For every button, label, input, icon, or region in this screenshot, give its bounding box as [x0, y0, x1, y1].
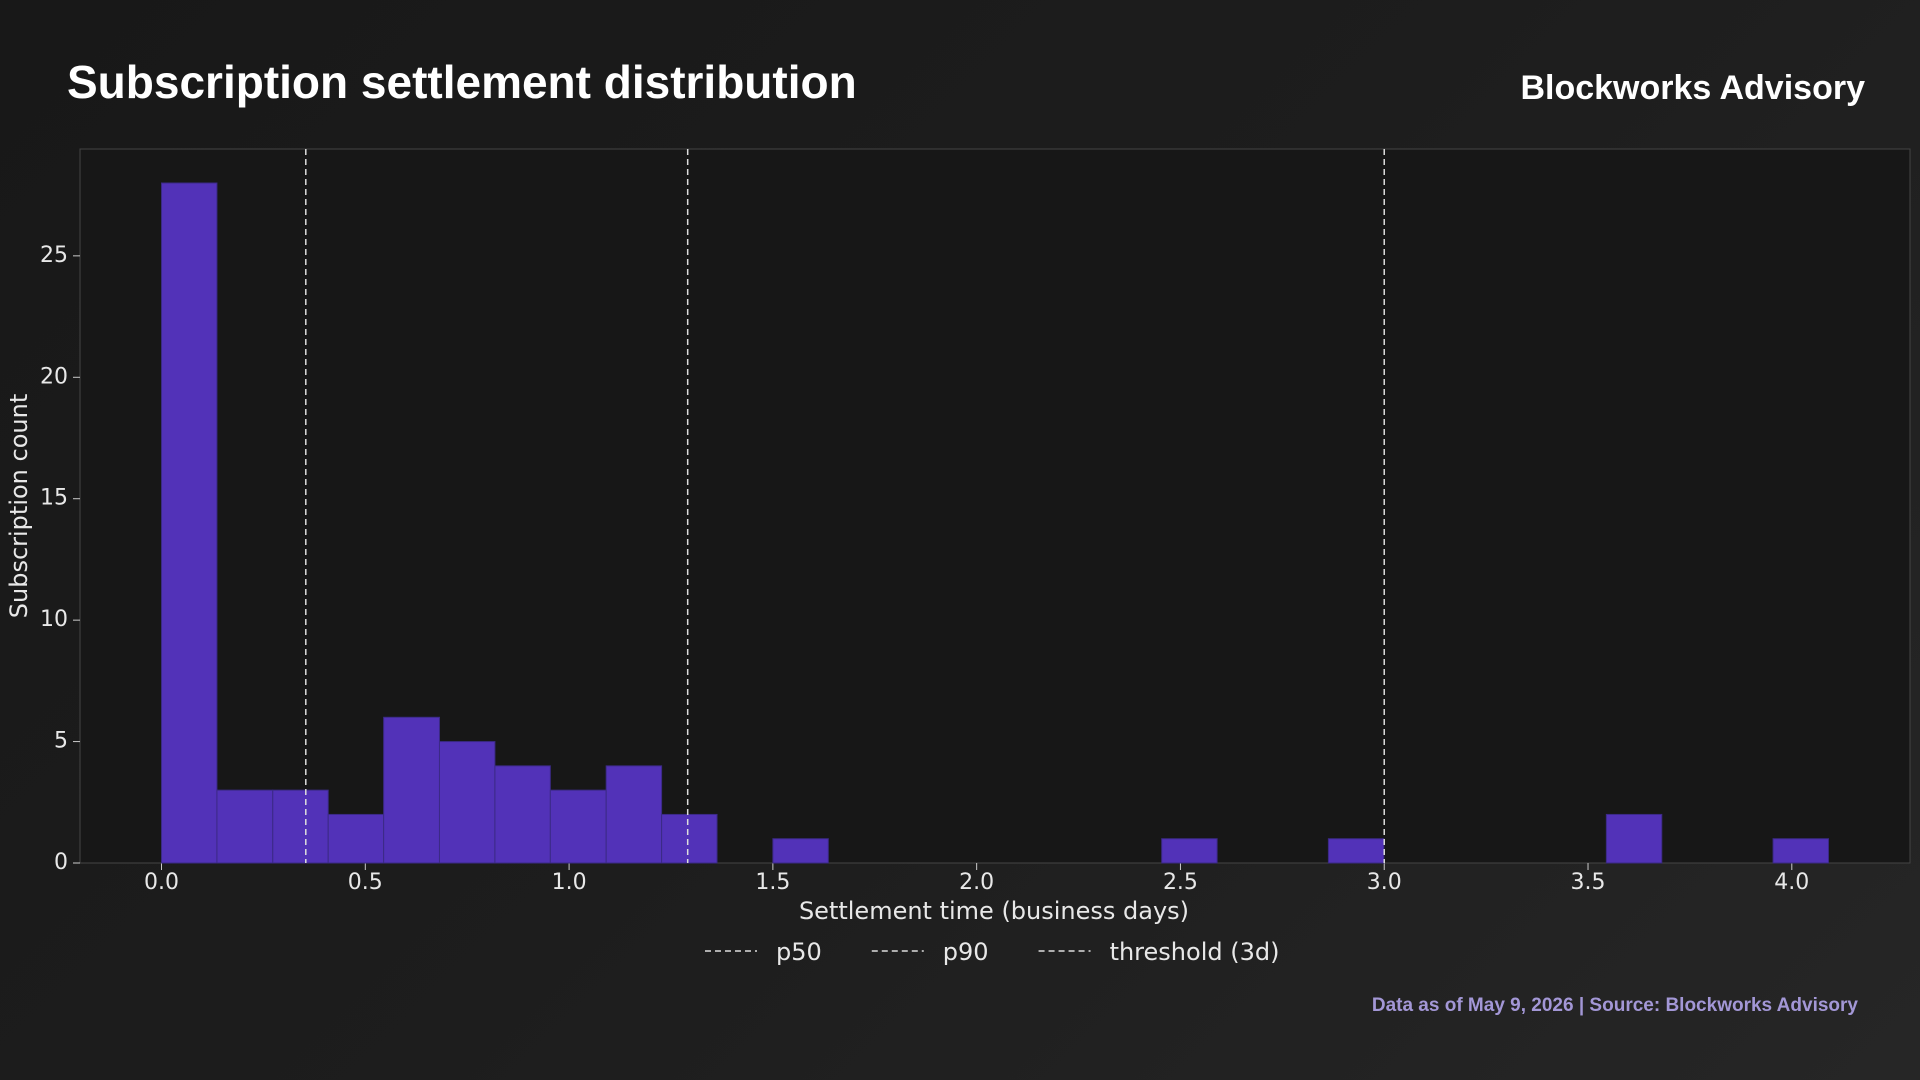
x-tick-label: 1.0 [552, 870, 587, 895]
x-tick-label: 2.0 [959, 870, 994, 895]
x-axis-label: Settlement time (business days) [799, 897, 1189, 925]
chart-title: Subscription settlement distribution [67, 56, 857, 108]
bar [216, 789, 274, 864]
footer: Data as of May 9, 2026 | Source: Blockwo… [1372, 995, 1859, 1016]
bar [272, 789, 329, 864]
y-axis-label: Subscription count [5, 394, 33, 618]
bar [605, 765, 663, 864]
bar [1772, 838, 1829, 864]
bar [1161, 838, 1218, 864]
legend-label: p50 [776, 938, 822, 966]
y-tick-label: 10 [40, 607, 68, 632]
bar [383, 716, 440, 864]
x-tick-label: 0.0 [144, 870, 179, 895]
x-tick-label: 3.5 [1571, 870, 1606, 895]
bar [1327, 838, 1385, 864]
brand: Blockworks Advisory [1520, 69, 1865, 107]
bar [549, 789, 607, 864]
plot-area [79, 148, 1911, 864]
y-tick-label: 20 [40, 364, 68, 389]
bar [661, 813, 718, 864]
y-tick-label: 0 [54, 850, 68, 875]
bar [494, 765, 551, 864]
x-tick-label: 0.5 [348, 870, 383, 895]
x-tick-label: 4.0 [1774, 870, 1809, 895]
bar [772, 838, 829, 864]
y-tick-label: 5 [54, 729, 68, 754]
legend-label: p90 [943, 938, 989, 966]
bar [327, 813, 385, 864]
legend-label: threshold (3d) [1110, 938, 1280, 966]
y-tick-label: 15 [40, 486, 68, 511]
y-tick-label: 25 [40, 243, 68, 268]
bar [1605, 813, 1663, 864]
bar [161, 182, 218, 864]
x-tick-label: 1.5 [755, 870, 790, 895]
x-tick-label: 2.5 [1163, 870, 1198, 895]
bar [438, 741, 496, 864]
x-tick-label: 3.0 [1367, 870, 1402, 895]
